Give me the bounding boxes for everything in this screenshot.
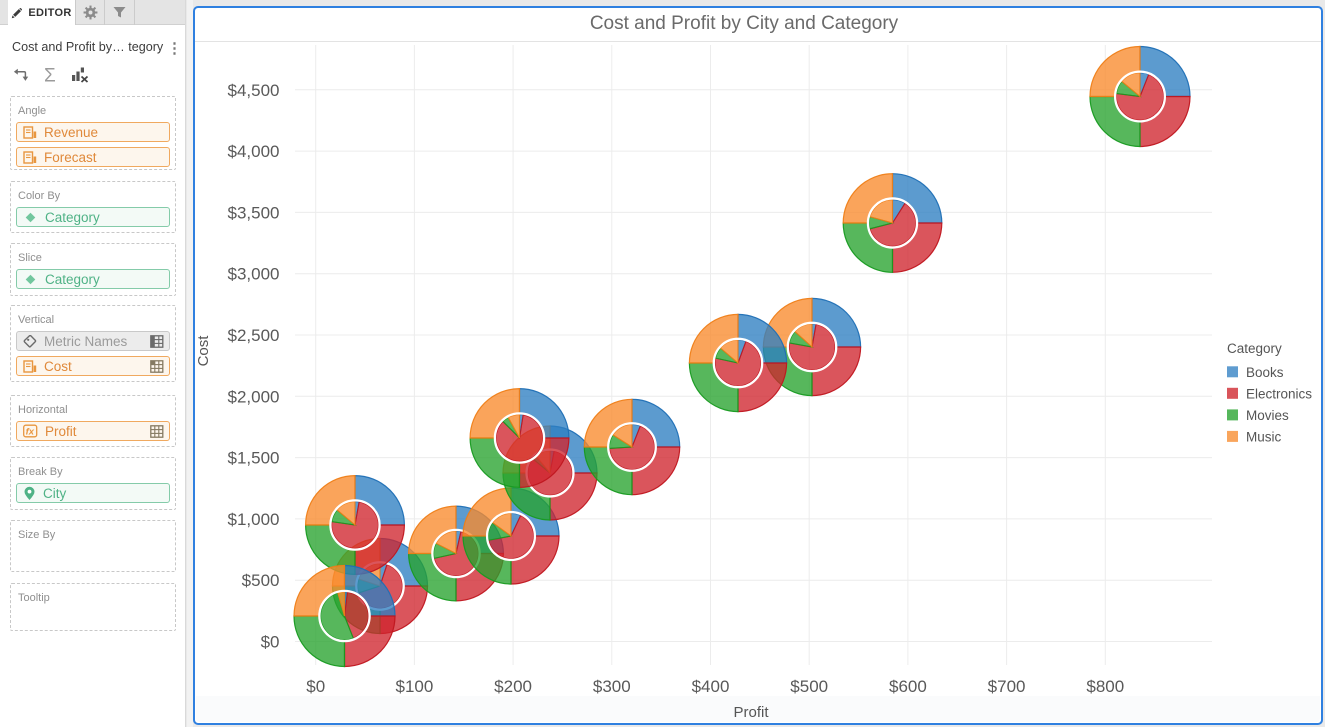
svg-text:$0: $0 [306, 677, 325, 696]
svg-text:$1,000: $1,000 [228, 510, 280, 529]
svg-text:$500: $500 [790, 677, 828, 696]
svg-text:$2,000: $2,000 [228, 387, 280, 406]
svg-text:Profit: Profit [733, 704, 769, 721]
svg-text:$2,500: $2,500 [228, 326, 280, 345]
svg-text:$1,500: $1,500 [228, 449, 280, 468]
svg-text:$100: $100 [395, 677, 433, 696]
svg-text:Electronics: Electronics [1246, 386, 1312, 401]
svg-text:$0: $0 [261, 633, 280, 652]
svg-text:fx: fx [26, 426, 35, 437]
svg-text:$4,000: $4,000 [228, 142, 280, 161]
svg-text:$3,000: $3,000 [228, 265, 280, 284]
svg-text:$800: $800 [1086, 677, 1124, 696]
svg-text:$4,500: $4,500 [228, 81, 280, 100]
svg-text:$700: $700 [988, 677, 1026, 696]
svg-text:$600: $600 [889, 677, 927, 696]
svg-text:Σ: Σ [44, 66, 56, 84]
svg-text:$200: $200 [494, 677, 532, 696]
svg-text:Movies: Movies [1246, 408, 1289, 423]
svg-text:$300: $300 [593, 677, 631, 696]
svg-text:Music: Music [1246, 429, 1282, 444]
svg-text:Books: Books [1246, 365, 1284, 380]
svg-text:$3,500: $3,500 [228, 203, 280, 222]
svg-text:Cost: Cost [195, 335, 212, 367]
svg-text:Category: Category [1227, 341, 1282, 356]
svg-text:$500: $500 [242, 571, 280, 590]
svg-text:$400: $400 [692, 677, 730, 696]
